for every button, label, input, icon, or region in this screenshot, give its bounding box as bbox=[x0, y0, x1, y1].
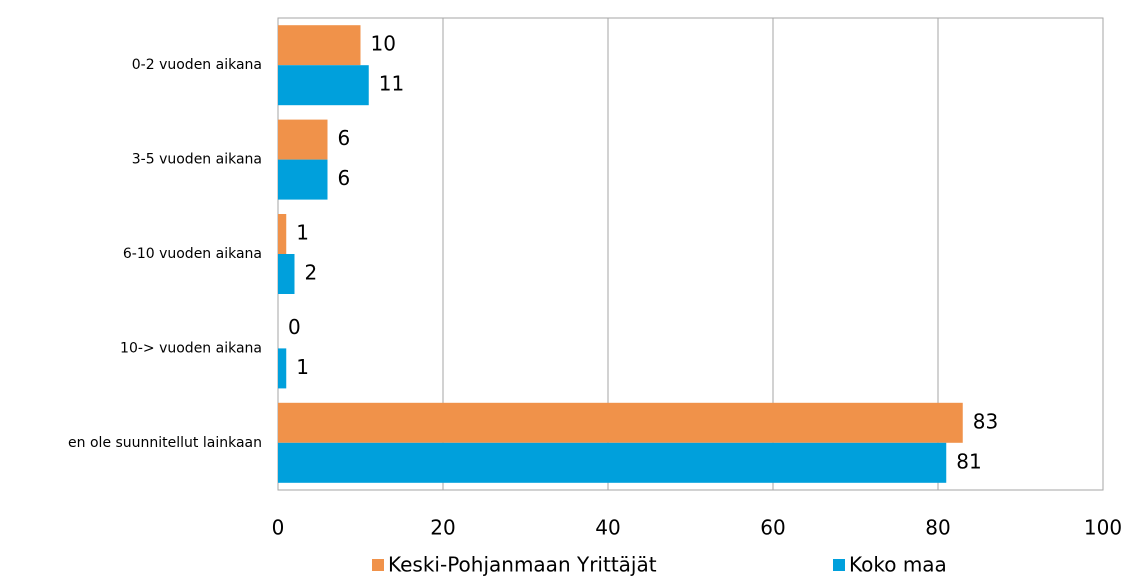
y-tick-label: 3-5 vuoden aikana bbox=[132, 152, 262, 168]
x-tick-label: 40 bbox=[595, 516, 620, 540]
y-tick-label: en ole suunnitellut lainkaan bbox=[68, 435, 262, 451]
legend-label: Koko maa bbox=[849, 553, 947, 577]
bar bbox=[278, 214, 287, 254]
value-label: 1 bbox=[296, 355, 309, 379]
value-label: 0 bbox=[288, 315, 301, 339]
bar bbox=[278, 119, 328, 160]
bar bbox=[278, 159, 328, 200]
y-tick-label: 0-2 vuoden aikana bbox=[132, 57, 262, 73]
value-label: 6 bbox=[338, 126, 351, 150]
bar bbox=[278, 442, 947, 483]
value-label: 6 bbox=[338, 166, 351, 190]
x-tick-label: 100 bbox=[1084, 516, 1122, 540]
y-tick-label: 10-> vuoden aikana bbox=[120, 340, 262, 356]
x-tick-label: 0 bbox=[272, 516, 285, 540]
legend-swatch bbox=[833, 559, 845, 571]
bar bbox=[278, 254, 295, 294]
x-tick-label: 80 bbox=[925, 516, 950, 540]
value-label: 2 bbox=[305, 261, 318, 285]
y-tick-label: 6-10 vuoden aikana bbox=[123, 246, 262, 262]
value-label: 11 bbox=[379, 72, 404, 96]
bar bbox=[278, 65, 369, 106]
bar bbox=[278, 25, 361, 66]
bar bbox=[278, 402, 963, 443]
value-label: 81 bbox=[956, 449, 981, 473]
x-tick-label: 20 bbox=[430, 516, 455, 540]
legend-swatch bbox=[372, 559, 384, 571]
value-label: 10 bbox=[371, 32, 396, 56]
legend-label: Keski-Pohjanmaan Yrittäjät bbox=[388, 553, 657, 577]
x-tick-label: 60 bbox=[760, 516, 785, 540]
bar bbox=[278, 348, 287, 389]
value-label: 83 bbox=[973, 409, 998, 433]
value-label: 1 bbox=[296, 221, 309, 245]
